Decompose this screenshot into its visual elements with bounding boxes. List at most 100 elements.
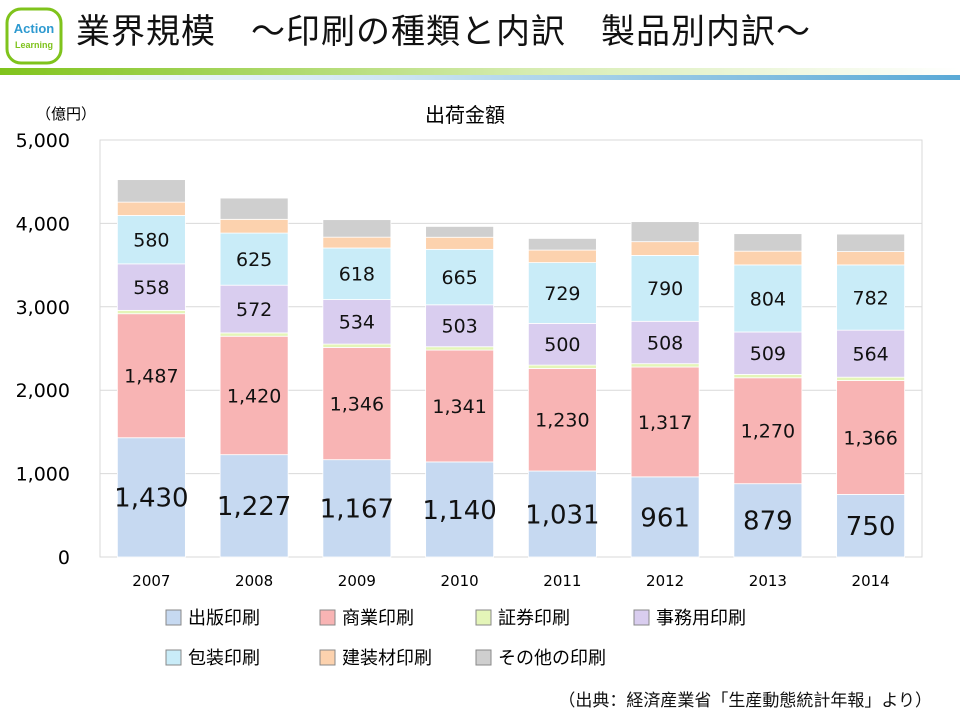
bar-segment: [425, 226, 495, 238]
logo-text-bottom: Learning: [15, 40, 53, 50]
bar-segment: [116, 201, 186, 216]
bar-segment: [219, 332, 289, 337]
data-label: 1,430: [114, 484, 188, 514]
bar-segment: [630, 255, 700, 322]
chart-title: 出荷金額: [425, 103, 505, 127]
data-label: 1,227: [217, 492, 291, 522]
legend-label: 証券印刷: [498, 608, 570, 629]
legend-label: 建装材印刷: [342, 648, 432, 669]
bar-segment: [527, 368, 597, 472]
bar-segment: [219, 218, 289, 234]
bar-segment: [219, 335, 289, 456]
action-learning-logo: Action Learning: [5, 7, 63, 65]
x-tick-label: 2010: [441, 572, 479, 590]
bar-segment: [322, 343, 392, 348]
data-label: 503: [441, 316, 477, 338]
data-label: 1,140: [422, 496, 496, 526]
bar-segment: [527, 249, 597, 263]
data-label: 618: [339, 264, 375, 286]
bar-segment: [116, 263, 186, 311]
legend-swatch: [319, 649, 336, 666]
bar-segment: [116, 215, 186, 265]
bar-segment: [630, 241, 700, 256]
bar-segment: [425, 346, 495, 351]
legend-label: その他の印刷: [498, 648, 606, 669]
data-label: 580: [133, 230, 169, 252]
bar-segment: [733, 233, 803, 252]
bar-segment: [733, 483, 803, 558]
bar-segment: [322, 219, 392, 238]
bar-segment: [425, 304, 495, 348]
bar-segment: [836, 494, 906, 558]
data-label: 625: [236, 249, 272, 271]
y-tick-label: 4,000: [16, 213, 70, 235]
bar-segment: [425, 248, 495, 306]
data-label: 790: [647, 278, 683, 300]
y-tick-label: 0: [58, 547, 70, 569]
bar-segment: [116, 313, 186, 439]
bar-segment: [219, 284, 289, 334]
bar-segment: [630, 476, 700, 558]
y-tick-label: 5,000: [16, 130, 70, 152]
x-tick-label: 2013: [749, 572, 787, 590]
legend-swatch: [165, 649, 182, 666]
y-tick-label: 2,000: [16, 380, 70, 402]
bar-segment: [836, 251, 906, 266]
bar-segment: [116, 179, 186, 203]
data-label: 1,366: [843, 427, 897, 449]
bar-segment: [630, 363, 700, 368]
x-axis: 2007 2008 2009 2010 2011 2012 2013 2014: [132, 572, 889, 590]
data-label: 1,487: [124, 366, 178, 388]
source-note: （出典：経済産業省「生産動態統計年報」より）: [558, 691, 932, 711]
x-tick-label: 2014: [852, 572, 890, 590]
legend-label: 出版印刷: [188, 608, 260, 629]
data-label: 665: [441, 267, 477, 289]
data-label: 1,341: [432, 396, 486, 418]
bar-segment: [527, 238, 597, 251]
data-label: 500: [544, 334, 580, 356]
header-rule: [0, 68, 960, 80]
data-label: 879: [743, 507, 793, 537]
data-label: 1,270: [741, 421, 795, 443]
bar-segment: [733, 264, 803, 333]
bar-segment: [116, 437, 186, 558]
legend-swatch: [633, 609, 650, 626]
data-label: 1,230: [535, 410, 589, 432]
x-tick-label: 2008: [235, 572, 273, 590]
bar-segment: [425, 461, 495, 558]
data-label: 508: [647, 332, 683, 354]
bar-segment: [733, 377, 803, 485]
bar-segment: [733, 250, 803, 266]
data-label: 1,317: [638, 412, 692, 434]
data-label: 1,346: [330, 393, 384, 415]
slide-header: Action Learning 業界規模 ～印刷の種類と内訳 製品別内訳～: [0, 0, 960, 84]
data-label: 572: [236, 299, 272, 321]
y-axis-unit-label: （億円）: [36, 105, 96, 123]
bar-segment: [630, 221, 700, 243]
bar-segment: [322, 459, 392, 558]
bar-segment: [322, 299, 392, 345]
legend-swatch: [475, 649, 492, 666]
legend-label: 包装印刷: [188, 648, 260, 669]
y-tick-label: 3,000: [16, 297, 70, 319]
bar-segment: [836, 233, 906, 252]
data-label: 1,167: [320, 495, 394, 525]
bar-segment: [219, 454, 289, 558]
bar-segment: [630, 320, 700, 365]
stacked-bar-chart: 1,430 1,487 558 580 1,227 1,420 572 625 1,167 1,3…: [16, 103, 923, 669]
data-label: 750: [846, 512, 896, 542]
data-label: 961: [640, 503, 690, 533]
data-label: 804: [750, 288, 786, 310]
y-axis: 0 1,000 2,000 3,000 4,000 5,000: [16, 130, 70, 569]
bar-segment: [527, 364, 597, 369]
logo-text-top: Action: [14, 21, 55, 36]
legend-label: 事務用印刷: [656, 608, 746, 629]
bar-segment: [836, 376, 906, 381]
data-label: 558: [133, 277, 169, 299]
bars: 1,430 1,487 558 580 1,227 1,420 572 625 1,167 1,3…: [114, 179, 906, 558]
y-tick-label: 1,000: [16, 464, 70, 486]
x-tick-label: 2009: [338, 572, 376, 590]
bar-segment: [836, 264, 906, 331]
data-label: 1,420: [227, 385, 281, 407]
bar-segment: [836, 380, 906, 495]
